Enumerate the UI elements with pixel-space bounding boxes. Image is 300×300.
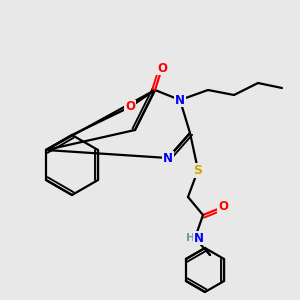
Text: N: N (175, 94, 185, 106)
Text: H: H (186, 233, 196, 243)
Text: S: S (194, 164, 202, 176)
Text: O: O (125, 100, 135, 113)
Text: N: N (194, 232, 204, 244)
Text: O: O (218, 200, 228, 214)
Text: O: O (157, 61, 167, 74)
Text: N: N (163, 152, 173, 164)
